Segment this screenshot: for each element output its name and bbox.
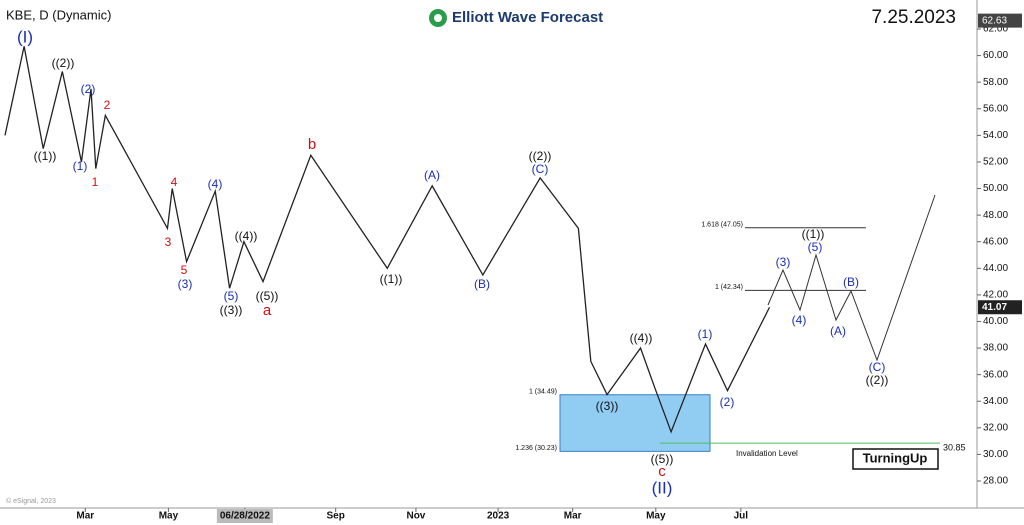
wave-label: (B) [474,277,490,291]
zone-label: 1.236 (30.23) [515,445,557,452]
wave-label: (4) [792,313,807,327]
y-tick-label: 58.00 [983,77,1008,88]
copyright: © eSignal, 2023 [6,497,56,505]
wave-label: (4) [208,177,223,191]
footer-brand: TurningUp [863,450,928,465]
y-tick-label: 30.00 [983,449,1008,460]
y-tick-label: 56.00 [983,103,1008,114]
wave-label: ((5)) [651,452,674,466]
wave-label: ((5)) [256,289,279,303]
wave-label: a [263,302,272,319]
wave-label: ((2)) [866,373,889,387]
wave-label: ((1)) [380,272,403,286]
wave-label: c [658,463,666,480]
y-tick-label: 28.00 [983,476,1008,487]
wave-label: ((1)) [802,227,825,241]
wave-label: (C) [532,162,549,176]
projection-path [767,194,936,362]
y-tick-label: 60.00 [983,50,1008,61]
wave-label: ((3)) [220,303,243,317]
x-tick-label: Mar [76,511,94,522]
top-price-label: 62.63 [982,15,1007,26]
last-price-box [978,300,1022,315]
y-tick-label: 46.00 [983,236,1008,247]
y-tick-label: 54.00 [983,130,1008,141]
price-line [4,46,771,434]
wave-label: ((1)) [34,149,57,163]
wave-label: 4 [171,175,178,189]
x-tick-label: May [646,511,666,522]
date: 7.25.2023 [871,7,956,28]
y-tick-label: 48.00 [983,210,1008,221]
wave-label: (2) [81,82,96,96]
fib-label: 1 (42.34) [715,284,743,291]
wave-label: (1) [73,159,88,173]
wave-label: 1 [92,175,99,189]
zone-label: 1 (34.49) [529,389,557,396]
x-tick-label: 2023 [487,511,510,522]
y-tick-label: 38.00 [983,343,1008,354]
chart-title: KBE, D (Dynamic) [6,7,111,22]
footer-box [852,448,939,470]
y-tick-label: 36.00 [983,369,1008,380]
invalidation-value: 30.85 [943,442,966,452]
wave-label: (A) [830,324,846,338]
top-price-box [978,13,1022,28]
invalidation-label: Invalidation Level [736,449,798,458]
x-tick-label: Sep [326,511,344,522]
wave-label: (II) [652,478,673,497]
wave-label: ((2)) [529,149,552,163]
y-tick-label: 42.00 [983,290,1008,301]
x-tick-highlight [216,509,273,523]
fib-label: 1.618 (47.05) [701,222,743,229]
logo-icon-inner [434,14,442,22]
last-price-label: 41.07 [982,302,1007,313]
target-zone [559,394,711,452]
wave-label: (3) [178,277,193,291]
wave-label: (I) [17,27,33,46]
wave-label: (1) [698,327,713,341]
x-tick-label: Mar [564,511,582,522]
wave-label: (A) [424,168,440,182]
y-tick-label: 44.00 [983,263,1008,274]
y-tick-label: 50.00 [983,183,1008,194]
wave-label: (2) [720,395,735,409]
wave-label: ((3)) [596,399,619,413]
wave-label: (5) [808,240,823,254]
wave-label: b [308,136,316,153]
wave-label: ((4)) [235,229,258,243]
wave-label: ((4)) [630,331,653,345]
y-tick-label: 34.00 [983,396,1008,407]
y-tick-label: 52.00 [983,157,1008,168]
x-tick-label: May [159,511,179,522]
wave-label: (3) [776,255,791,269]
wave-label: 2 [104,98,111,112]
y-tick-label: 62.00 [983,24,1008,35]
x-tick-label: Nov [406,511,425,522]
wave-label: 3 [165,235,172,249]
wave-label: (C) [869,360,886,374]
y-tick-label: 32.00 [983,422,1008,433]
wave-label: 5 [181,263,188,277]
x-tick-label: Jul [734,511,749,522]
wave-label: ((2)) [52,56,75,70]
wave-label: (B) [843,275,859,289]
x-tick-label: 06/28/2022 [220,511,270,522]
brand: Elliott Wave Forecast [452,9,603,26]
y-tick-label: 40.00 [983,316,1008,327]
wave-label: (5) [224,289,239,303]
